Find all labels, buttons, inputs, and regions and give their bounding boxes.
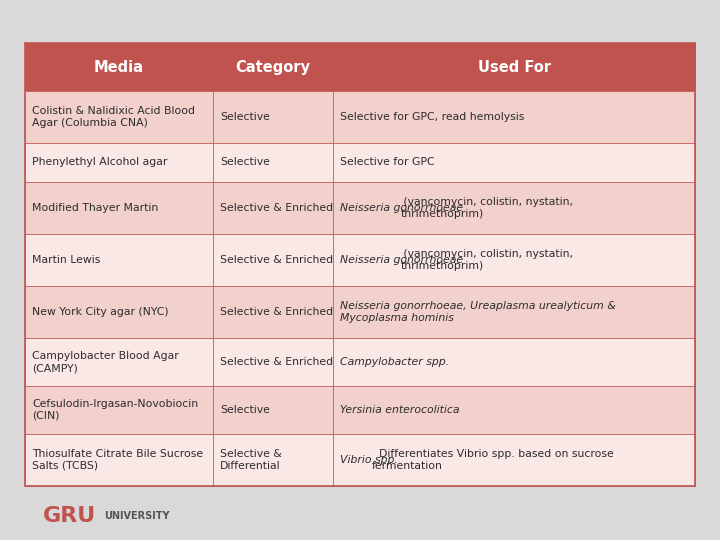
Bar [25,182,212,234]
Text: Selective: Selective [220,158,270,167]
Bar [25,434,212,486]
Text: Modified Thayer Martin: Modified Thayer Martin [32,203,158,213]
Bar [25,234,212,286]
Bar [212,434,333,486]
Text: Neisseria gonorrhoeae: Neisseria gonorrhoeae [341,203,464,213]
Bar [25,143,212,182]
Text: Martin Lewis: Martin Lewis [32,255,101,265]
Text: Neisseria gonorrhoeae: Neisseria gonorrhoeae [341,255,464,265]
Text: UNIVERSITY: UNIVERSITY [104,511,170,521]
Text: Category: Category [235,59,310,75]
Bar [333,91,695,143]
Text: Selective & Enriched: Selective & Enriched [220,357,333,367]
Bar [25,91,212,143]
Bar [212,234,333,286]
Text: Selective & Enriched: Selective & Enriched [220,307,333,318]
Bar [333,386,695,434]
Text: Yersinia enterocolitica: Yersinia enterocolitica [341,405,460,415]
Bar [333,182,695,234]
Bar [333,434,695,486]
Bar [333,234,695,286]
Bar [25,43,695,486]
Text: Cefsulodin-Irgasan-Novobiocin
(CIN): Cefsulodin-Irgasan-Novobiocin (CIN) [32,399,199,421]
Text: Selective for GPC, read hemolysis: Selective for GPC, read hemolysis [341,112,525,122]
Bar [25,43,212,91]
Bar [333,143,695,182]
Text: Selective & Enriched: Selective & Enriched [220,255,333,265]
Text: Differentiates Vibrio spp. based on sucrose
fermentation: Differentiates Vibrio spp. based on sucr… [372,449,613,471]
Bar [212,339,333,386]
Text: Used For: Used For [477,59,551,75]
Text: New York City agar (NYC): New York City agar (NYC) [32,307,169,318]
Text: GRU: GRU [43,505,96,526]
Bar [333,43,695,91]
Text: Media: Media [94,59,144,75]
Text: Selective & Enriched: Selective & Enriched [220,203,333,213]
Text: (vancomycin, colistin, nystatin,
thrimethoprim): (vancomycin, colistin, nystatin, thrimet… [400,249,573,271]
Bar [25,339,212,386]
Bar [333,286,695,339]
Text: Selective &
Differential: Selective & Differential [220,449,282,471]
Text: Campylobacter Blood Agar
(CAMPY): Campylobacter Blood Agar (CAMPY) [32,352,179,373]
Text: Selective for GPC: Selective for GPC [341,158,435,167]
Text: Colistin & Nalidixic Acid Blood
Agar (Columbia CNA): Colistin & Nalidixic Acid Blood Agar (Co… [32,106,195,128]
Bar [212,43,333,91]
Bar [212,386,333,434]
Bar [212,143,333,182]
Bar [212,286,333,339]
Text: Phenylethyl Alcohol agar: Phenylethyl Alcohol agar [32,158,168,167]
Bar [333,339,695,386]
Text: Vibrio spp.: Vibrio spp. [341,455,398,465]
Bar [25,386,212,434]
Text: Thiosulfate Citrate Bile Sucrose
Salts (TCBS): Thiosulfate Citrate Bile Sucrose Salts (… [32,449,204,471]
Text: Campylobacter spp.: Campylobacter spp. [341,357,449,367]
Bar [212,182,333,234]
Text: Selective: Selective [220,405,270,415]
Bar [212,91,333,143]
Bar [25,286,212,339]
Text: Neisseria gonorrhoeae, Ureaplasma urealyticum &
Mycoplasma hominis: Neisseria gonorrhoeae, Ureaplasma urealy… [341,301,616,323]
Text: Selective: Selective [220,112,270,122]
Text: (vancomycin, colistin, nystatin,
thrimethoprim): (vancomycin, colistin, nystatin, thrimet… [400,197,573,219]
